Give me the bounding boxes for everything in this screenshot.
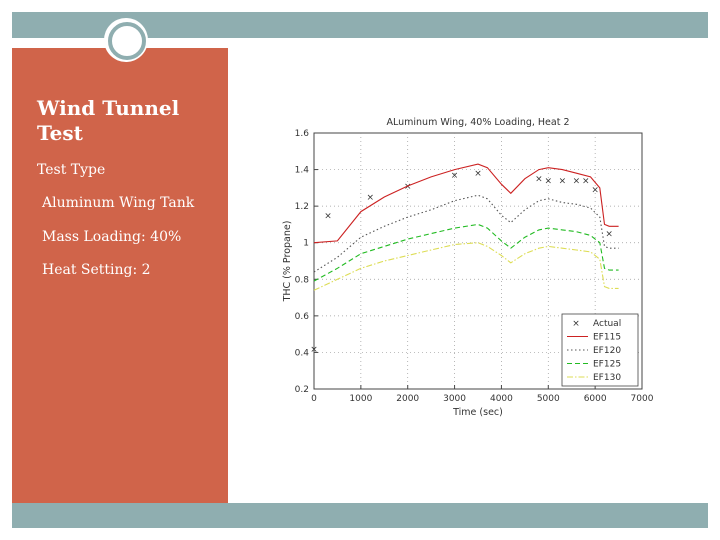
x-tick-label: 6000 — [584, 394, 607, 404]
chart: 0 1000 2000 3000 4000 5000 6000 7000 0.2 0.4 0.6 0.… — [272, 112, 672, 422]
actual-marker: × — [366, 193, 374, 203]
heat-setting-text: Heat Setting: 2 — [42, 262, 151, 278]
slide-title: Wind Tunnel Test — [37, 96, 180, 145]
y-tick-label: 0.2 — [295, 385, 309, 395]
y-tick-label: 1.4 — [295, 166, 310, 176]
series-line-ef120 — [313, 194, 619, 273]
y-tick-label: 0.4 — [295, 348, 310, 358]
actual-marker: × — [605, 230, 613, 240]
series-line-ef115 — [313, 163, 619, 244]
y-tick-label: 1.6 — [295, 129, 310, 139]
x-tick-label: 5000 — [537, 394, 560, 404]
series-line-ef125 — [313, 223, 619, 282]
actual-marker: × — [451, 171, 459, 181]
x-tick-label: 1000 — [349, 394, 372, 404]
legend-label: EF120 — [593, 346, 621, 356]
actual-marker: × — [474, 169, 482, 179]
actual-marker: × — [573, 177, 581, 187]
chart-svg: 0 1000 2000 3000 4000 5000 6000 7000 0.2 0.4 0.6 0.… — [282, 117, 654, 418]
x-tick-label: 3000 — [443, 394, 466, 404]
actual-marker: × — [559, 177, 567, 187]
y-tick-label: 1.2 — [295, 202, 309, 212]
series-line-ef130 — [313, 242, 619, 291]
x-tick-label: 4000 — [490, 394, 513, 404]
actual-marker: × — [310, 345, 318, 355]
legend-box — [561, 313, 639, 387]
legend-label: EF130 — [593, 373, 621, 383]
actual-marker: × — [545, 177, 553, 187]
y-tick-label: 0.8 — [295, 275, 310, 285]
actual-marker: × — [404, 182, 412, 192]
legend-marker: × — [572, 319, 580, 329]
title-panel — [12, 48, 228, 503]
y-tick-label: 1 — [303, 239, 309, 249]
legend-label: EF125 — [593, 360, 621, 370]
wing-tank-text: Aluminum Wing Tank — [42, 195, 195, 211]
actual-marker: × — [535, 175, 543, 185]
y-tick-label: 0.6 — [295, 312, 310, 322]
x-tick-label: 7000 — [631, 394, 654, 404]
mass-loading-text: Mass Loading: 40% — [42, 229, 182, 245]
bottom-banner — [12, 503, 708, 528]
legend-label: Actual — [593, 319, 621, 329]
actual-marker: × — [324, 211, 332, 221]
test-type-label: Test Type — [37, 162, 106, 178]
x-tick-label: 2000 — [396, 394, 419, 404]
circle-ring-icon — [108, 22, 146, 60]
x-tick-label: 0 — [311, 394, 317, 404]
x-axis-label: Time (sec) — [452, 407, 503, 418]
chart-title: ALuminum Wing, 40% Loading, Heat 2 — [386, 117, 569, 128]
actual-marker: × — [591, 186, 599, 196]
actual-marker: × — [582, 177, 590, 187]
y-axis-label: THC (% Propane) — [282, 221, 293, 303]
legend-label: EF115 — [593, 333, 621, 343]
